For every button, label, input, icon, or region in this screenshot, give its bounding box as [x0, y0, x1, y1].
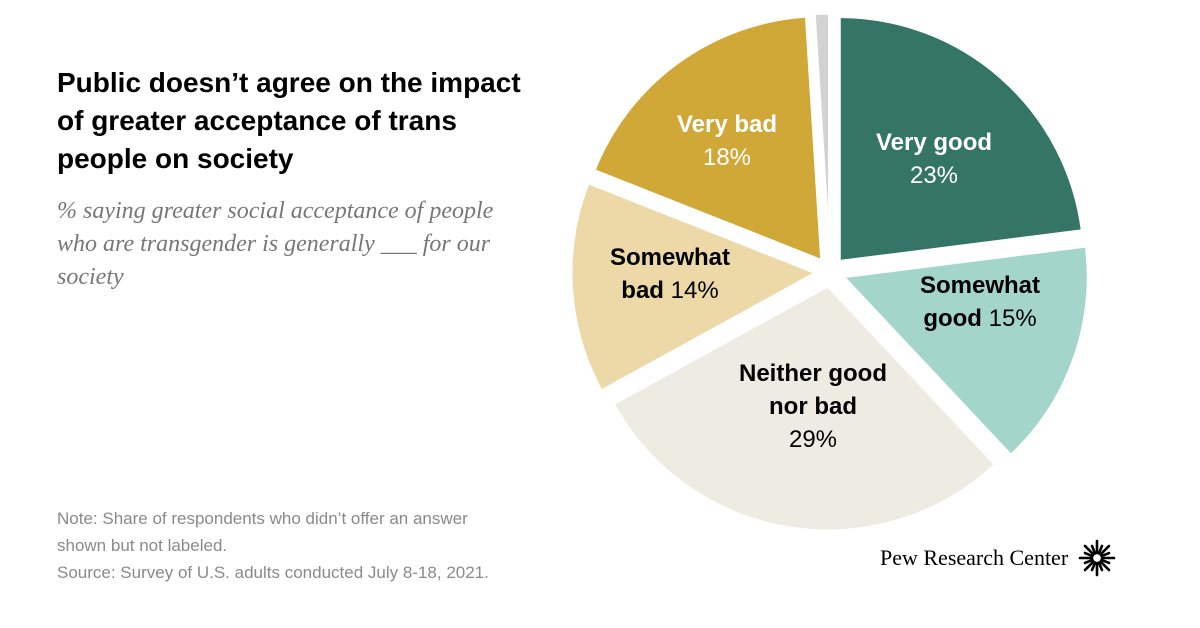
slice-label-somewhat-bad: Somewhat bad 14%	[610, 244, 730, 304]
pie-slice-somewhat-good	[840, 244, 1090, 458]
pew-logo: Pew Research Center	[880, 539, 1116, 577]
sunburst-icon	[1078, 539, 1116, 577]
chart-subtitle: % saying greater social acceptance of pe…	[57, 198, 494, 290]
slice-label-very-bad: Very bad 18%	[677, 111, 777, 171]
chart-title: Public doesn’t agree on the impact of gr…	[57, 67, 521, 174]
note-line: shown but not labeled.	[57, 536, 228, 555]
logo-text: Pew Research Center	[880, 545, 1069, 570]
pie-slice-no-answer	[812, 11, 832, 259]
pie-slice-very-bad	[592, 14, 824, 263]
slice-label-very-good: Very good 23%	[876, 129, 992, 189]
slice-label-somewhat-good: Somewhat good 15%	[920, 272, 1040, 332]
note-line: Note: Share of respondents who didn’t of…	[57, 509, 468, 528]
pie-slice-very-good	[837, 14, 1085, 264]
source-line: Source: Survey of U.S. adults conducted …	[57, 563, 489, 582]
pie-slice-somewhat-bad	[569, 180, 820, 393]
chart-note: Note: Share of respondents who didn’t of…	[57, 505, 617, 586]
slice-label-neither-good-nor-bad: Neither good nor bad 29%	[739, 360, 887, 453]
pie-slice-neither-good-nor-bad	[611, 283, 998, 533]
